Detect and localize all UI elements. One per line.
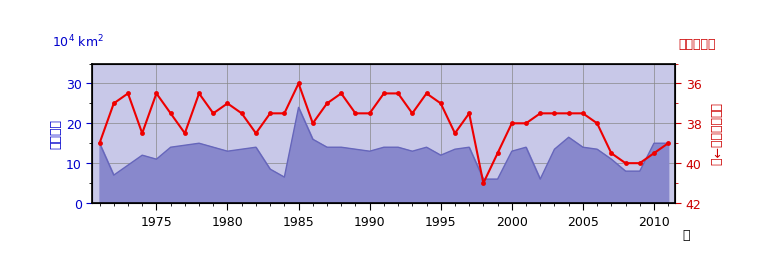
Y-axis label: 平均南限位置→北: 平均南限位置→北 bbox=[708, 102, 721, 165]
Text: 年: 年 bbox=[682, 228, 690, 241]
Text: 北緯（度）: 北緯（度） bbox=[678, 37, 716, 50]
Text: $10^4$ km$^2$: $10^4$ km$^2$ bbox=[52, 34, 104, 50]
Bar bbox=[92, 64, 675, 203]
Y-axis label: 平均面積: 平均面積 bbox=[49, 119, 62, 149]
